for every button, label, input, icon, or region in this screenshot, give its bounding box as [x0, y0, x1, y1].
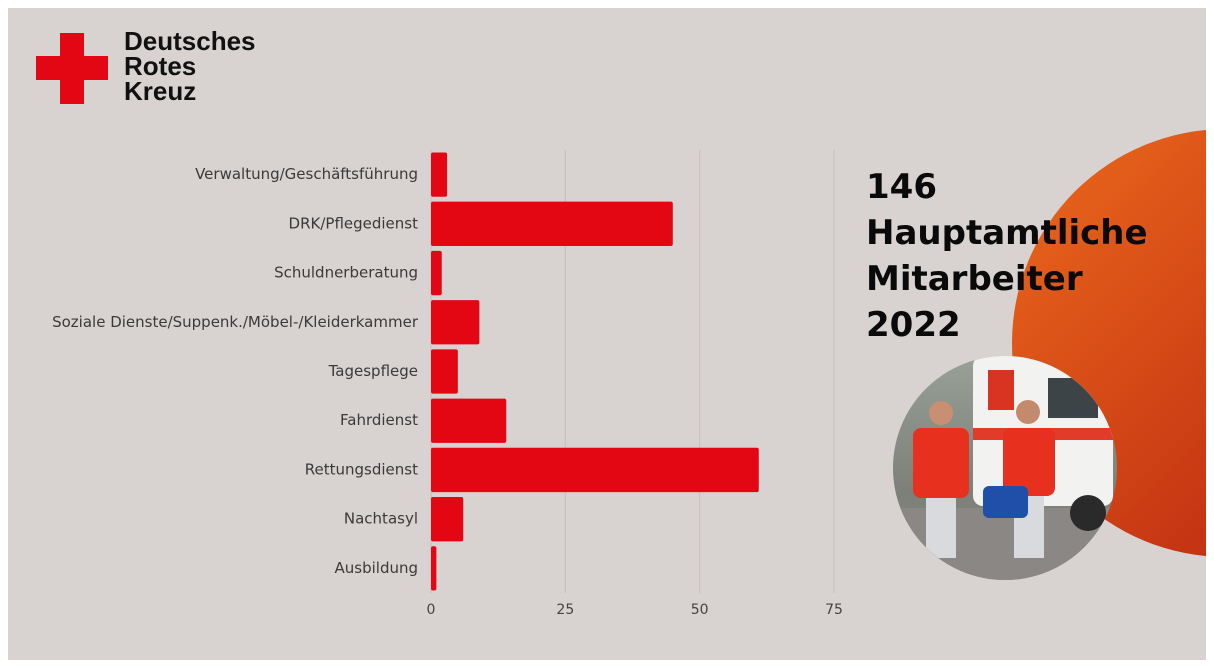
y-tick-label: Schuldnerberatung — [274, 264, 418, 282]
logo-cross — [36, 33, 108, 104]
logo-line: Kreuz — [124, 76, 197, 106]
chart: 0 25 50 75 Verwaltung/Geschäftsführung DRK/Pf… — [36, 33, 1206, 618]
y-tick-label: Soziale Dienste/Suppenk./Möbel-/Kleiderk… — [52, 313, 419, 331]
bar — [431, 349, 458, 394]
y-tick-label: DRK/Pflegedienst — [289, 214, 419, 232]
bar — [431, 497, 464, 542]
stage: 0 25 50 75 Verwaltung/Geschäftsführung DRK/Pf… — [8, 8, 1206, 660]
bar — [431, 398, 507, 443]
y-tick-label: Ausbildung — [335, 559, 419, 577]
x-tick-label: 50 — [691, 602, 709, 618]
bar — [431, 546, 437, 591]
y-tick-label: Fahrdienst — [340, 411, 418, 429]
bar — [431, 447, 759, 493]
y-tick-label: Tagespflege — [328, 362, 418, 380]
y-tick-label: Nachtasyl — [344, 510, 418, 528]
logo-text: Deutsches Rotes Kreuz — [124, 26, 256, 106]
bar — [431, 250, 442, 296]
x-tick-label: 75 — [825, 602, 843, 618]
chart-title: 146 Hauptamtliche Mitarbeiter 2022 — [866, 167, 1148, 345]
x-tick-label: 0 — [427, 602, 436, 618]
bar — [431, 300, 480, 345]
y-tick-label: Rettungsdienst — [305, 460, 418, 478]
bar — [431, 152, 448, 197]
x-tick-label: 25 — [556, 602, 574, 618]
y-tick-label: Verwaltung/Geschäftsführung — [195, 165, 418, 183]
bar — [431, 201, 673, 246]
logo-line: Rotes — [124, 51, 197, 81]
logo-line: Deutsches — [124, 26, 256, 56]
